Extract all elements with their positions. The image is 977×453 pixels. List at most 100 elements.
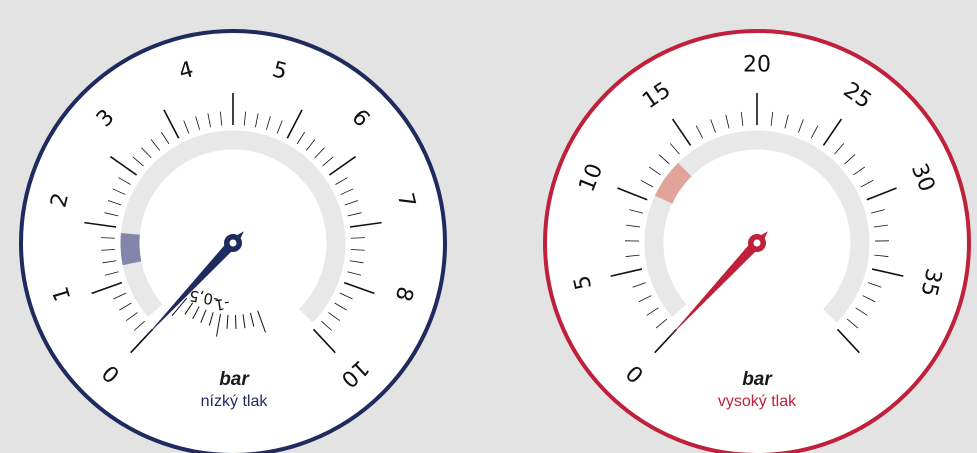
needle <box>144 231 244 339</box>
high-pressure-caption: bar vysoký tlak <box>667 370 847 412</box>
minor-tick <box>126 312 138 321</box>
scale-label: 2 <box>46 191 74 211</box>
minor-tick <box>740 111 744 126</box>
high-pressure-unit: bar <box>742 369 772 390</box>
minor-tick <box>349 260 364 264</box>
major-tick <box>610 268 643 277</box>
vacuum-tick <box>242 314 246 329</box>
major-tick <box>109 155 138 176</box>
minor-tick <box>314 147 325 159</box>
low-pressure-label: nízký tlak <box>200 393 268 410</box>
minor-tick <box>695 125 704 139</box>
minor-tick <box>810 125 819 139</box>
minor-tick <box>770 111 774 126</box>
scale-label: 7 <box>392 191 420 211</box>
major-tick <box>312 328 336 354</box>
minor-tick <box>640 179 654 188</box>
vacuum-tick <box>249 312 255 327</box>
minor-tick <box>873 224 888 228</box>
minor-tick <box>101 237 116 239</box>
minor-tick <box>669 143 680 155</box>
minor-tick <box>798 119 804 133</box>
minor-tick <box>276 120 283 134</box>
minor-tick <box>101 249 116 251</box>
major-tick <box>343 281 375 295</box>
scale-label: 5 <box>270 57 290 85</box>
minor-tick <box>107 200 122 206</box>
scale-highlight <box>120 233 142 266</box>
scale-label: 35 <box>915 266 946 299</box>
minor-tick <box>266 116 271 130</box>
major-tick <box>163 109 180 139</box>
minor-tick <box>183 120 190 134</box>
minor-tick <box>846 318 859 329</box>
minor-tick <box>150 139 161 151</box>
minor-tick <box>648 166 661 176</box>
minor-tick <box>102 260 117 264</box>
vacuum-tick <box>216 313 221 337</box>
minor-tick <box>339 292 353 300</box>
vacuum-label: -1 <box>214 294 231 314</box>
minor-tick <box>322 156 334 167</box>
minor-tick <box>133 320 145 331</box>
minor-tick <box>862 295 876 303</box>
needle <box>668 231 768 339</box>
major-tick <box>866 187 897 201</box>
vacuum-tick <box>257 310 266 333</box>
major-tick <box>84 221 117 228</box>
minor-tick <box>118 177 131 185</box>
vacuum-tick <box>226 314 229 329</box>
minor-tick <box>646 307 659 316</box>
minor-tick <box>132 156 144 167</box>
major-tick <box>349 221 382 228</box>
minor-tick <box>350 249 365 251</box>
minor-tick <box>725 114 730 129</box>
minor-tick <box>860 179 874 188</box>
scale-label: 5 <box>570 273 597 292</box>
vacuum-tick <box>208 312 214 326</box>
minor-tick <box>638 295 652 303</box>
minor-tick <box>161 131 170 145</box>
minor-tick <box>104 212 119 217</box>
minor-tick <box>344 200 359 206</box>
minor-tick <box>844 154 856 165</box>
minor-tick <box>305 139 316 151</box>
minor-tick <box>347 271 362 276</box>
minor-tick <box>340 188 354 195</box>
scale-highlight <box>654 162 692 204</box>
vacuum-tick <box>200 309 207 323</box>
minor-tick <box>655 318 668 329</box>
vacuum-tick <box>192 306 200 320</box>
minor-tick <box>321 320 333 331</box>
major-tick <box>328 155 357 176</box>
minor-tick <box>871 209 885 214</box>
needle-hub-center <box>753 239 761 247</box>
minor-tick <box>207 113 211 128</box>
minor-tick <box>350 237 365 239</box>
low-pressure-unit: bar <box>219 369 249 390</box>
minor-tick <box>625 254 640 257</box>
minor-tick <box>335 177 348 185</box>
major-tick <box>836 328 860 354</box>
minor-tick <box>113 292 127 300</box>
major-tick <box>617 187 648 201</box>
minor-tick <box>219 111 223 126</box>
minor-tick <box>328 312 340 321</box>
minor-tick <box>119 302 132 311</box>
vacuum-label: -0,5 <box>188 286 220 309</box>
minor-tick <box>334 302 347 311</box>
scale-label: 4 <box>176 57 196 85</box>
major-tick <box>822 118 843 146</box>
major-tick <box>671 118 692 146</box>
minor-tick <box>629 209 643 214</box>
scale-band <box>644 130 870 323</box>
minor-tick <box>255 113 259 128</box>
vacuum-tick <box>184 302 194 315</box>
minor-tick <box>347 212 362 217</box>
major-tick <box>286 109 303 139</box>
minor-tick <box>195 116 200 130</box>
minor-tick <box>855 307 868 316</box>
